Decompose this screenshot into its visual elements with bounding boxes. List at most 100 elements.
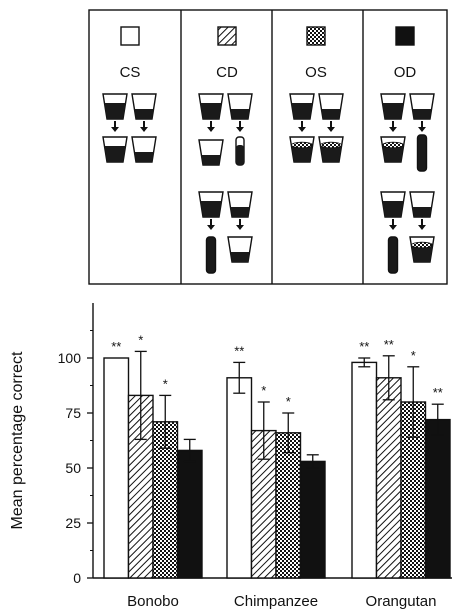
object-fill — [291, 145, 313, 162]
legend-swatch-cd — [217, 26, 237, 46]
bar-cs — [351, 361, 378, 579]
cup-icon — [380, 93, 406, 120]
cup-icon — [380, 136, 406, 163]
significance-marker: * — [286, 394, 291, 409]
significance-marker: ** — [433, 385, 443, 400]
condition-panel-frame — [88, 9, 448, 285]
bar-cs — [226, 377, 253, 579]
arrow-down-icon — [140, 121, 148, 132]
cup-icon — [318, 136, 344, 163]
liquid-fill — [412, 109, 432, 119]
cup-icon — [227, 191, 253, 218]
bar-os — [275, 432, 302, 579]
liquid-fill — [134, 109, 154, 119]
arrow-head — [298, 127, 306, 132]
cup-icon — [227, 93, 253, 120]
arrow-head — [389, 225, 397, 230]
liquid-fill — [104, 103, 126, 119]
liquid-fill — [200, 201, 222, 217]
arrow-down-icon — [111, 121, 119, 132]
y-tick-label: 75 — [65, 405, 81, 421]
legend-label-cs: CS — [120, 64, 141, 81]
arrow-head — [207, 127, 215, 132]
x-category-label: Orangutan — [366, 593, 437, 610]
tall-tube-icon — [416, 134, 428, 172]
liquid-fill — [382, 201, 404, 217]
legend-swatch-os — [306, 26, 326, 46]
cup-icon — [409, 93, 435, 120]
cup-icon — [227, 236, 253, 263]
cup-icon — [102, 136, 128, 163]
arrow-head — [236, 127, 244, 132]
tube-outline — [205, 236, 217, 274]
legend-label-cd: CD — [216, 64, 238, 81]
object-fill — [382, 145, 404, 162]
arrow-head — [140, 127, 148, 132]
condition-panel: CS CD OS OD — [88, 9, 448, 285]
liquid-fill — [200, 103, 222, 119]
bar-od — [424, 418, 451, 579]
significance-marker: ** — [111, 339, 121, 354]
cup-icon — [198, 139, 224, 166]
cup-icon — [409, 191, 435, 218]
liquid-fill — [201, 155, 221, 165]
cup-icon — [131, 93, 157, 120]
legend-swatch-cs — [120, 26, 140, 46]
liquid-fill — [134, 152, 154, 162]
liquid-fill — [230, 109, 250, 119]
legend-label-os: OS — [305, 64, 327, 81]
significance-marker: ** — [234, 343, 244, 358]
legend-label-od: OD — [394, 64, 417, 81]
liquid-fill — [230, 252, 250, 262]
arrow-down-icon — [298, 121, 306, 132]
significance-marker: * — [138, 332, 143, 347]
cup-icon — [198, 93, 224, 120]
liquid-fill — [412, 207, 432, 217]
object-top — [411, 241, 433, 249]
x-category-label: Bonobo — [127, 593, 179, 610]
tube-outline — [387, 236, 399, 274]
liquid-fill — [382, 103, 404, 119]
y-tick-label: 25 — [65, 515, 81, 531]
object-top — [320, 141, 342, 149]
significance-marker: * — [411, 348, 416, 363]
cup-icon — [380, 191, 406, 218]
y-axis-label: Mean percentage correct — [9, 351, 26, 529]
significance-marker: ** — [359, 339, 369, 354]
object-fill — [411, 245, 433, 262]
y-tick-label: 50 — [65, 460, 81, 476]
arrow-head — [389, 127, 397, 132]
arrow-down-icon — [207, 121, 215, 132]
cup-icon — [409, 236, 435, 263]
tube-liquid — [236, 145, 244, 165]
liquid-fill — [291, 103, 313, 119]
arrow-down-icon — [236, 121, 244, 132]
tall-tube-icon — [387, 236, 399, 274]
tall-tube-icon — [205, 236, 217, 274]
arrow-head — [418, 127, 426, 132]
cup-icon — [289, 93, 315, 120]
liquid-fill — [321, 109, 341, 119]
arrow-head — [418, 225, 426, 230]
arrow-head — [207, 225, 215, 230]
y-tick-label: 0 — [73, 570, 81, 586]
cup-icon — [318, 93, 344, 120]
legend-swatch-od — [395, 26, 415, 46]
arrow-down-icon — [389, 219, 397, 230]
cup-icon — [131, 136, 157, 163]
arrow-down-icon — [389, 121, 397, 132]
bar-cs — [103, 357, 130, 579]
arrow-head — [327, 127, 335, 132]
cup-icon — [198, 191, 224, 218]
significance-marker: * — [261, 383, 266, 398]
y-tick-label: 100 — [58, 350, 82, 366]
tube-outline — [416, 134, 428, 172]
object-top — [291, 141, 313, 149]
arrow-down-icon — [327, 121, 335, 132]
cup-icon — [289, 136, 315, 163]
bar-od — [176, 449, 203, 579]
liquid-fill — [230, 207, 250, 217]
bar-cd — [375, 377, 402, 579]
